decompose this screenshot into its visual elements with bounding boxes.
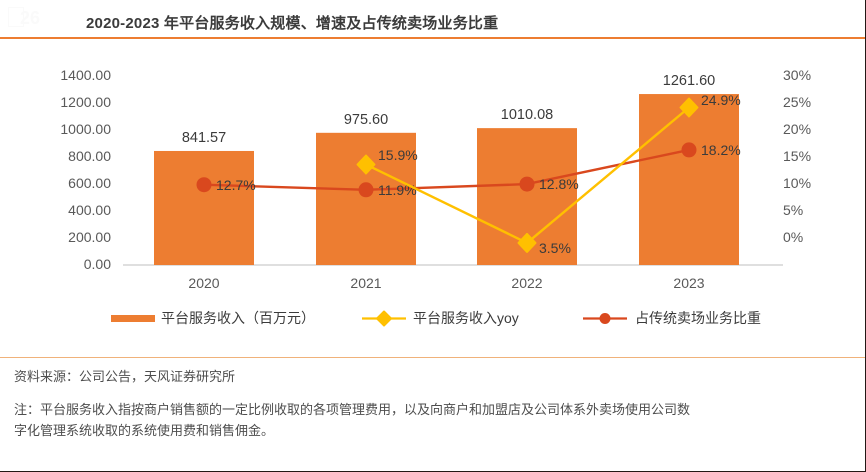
svg-text:11.9%: 11.9% <box>378 182 417 198</box>
svg-text:25%: 25% <box>783 94 811 110</box>
svg-text:841.57: 841.57 <box>182 130 226 146</box>
svg-text:平台服务收入（百万元）: 平台服务收入（百万元） <box>161 310 315 326</box>
svg-text:3.5%: 3.5% <box>539 240 571 256</box>
svg-text:5%: 5% <box>783 202 803 218</box>
svg-text:15.9%: 15.9% <box>378 147 418 163</box>
svg-text:975.60: 975.60 <box>344 112 388 128</box>
svg-text:2023: 2023 <box>673 275 704 291</box>
svg-text:1010.08: 1010.08 <box>501 107 553 123</box>
svg-text:200.00: 200.00 <box>68 229 111 245</box>
svg-text:12.7%: 12.7% <box>216 177 256 193</box>
svg-text:0.00: 0.00 <box>84 256 111 272</box>
svg-text:18.2%: 18.2% <box>701 142 741 158</box>
svg-text:15%: 15% <box>783 148 811 164</box>
svg-text:20%: 20% <box>783 121 811 137</box>
svg-text:1000.00: 1000.00 <box>60 121 111 137</box>
svg-text:400.00: 400.00 <box>68 202 111 218</box>
svg-text:1200.00: 1200.00 <box>60 94 111 110</box>
svg-text:1400.00: 1400.00 <box>60 67 111 83</box>
svg-text:占传统卖场业务比重: 占传统卖场业务比重 <box>635 310 761 326</box>
svg-text:24.9%: 24.9% <box>701 92 741 108</box>
svg-text:600.00: 600.00 <box>68 175 111 191</box>
svg-text:0%: 0% <box>783 229 803 245</box>
svg-text:800.00: 800.00 <box>68 148 111 164</box>
svg-text:平台服务收入yoy: 平台服务收入yoy <box>413 310 519 326</box>
svg-text:10%: 10% <box>783 175 811 191</box>
svg-text:2022: 2022 <box>511 275 542 291</box>
svg-text:12.8%: 12.8% <box>539 176 579 192</box>
svg-text:30%: 30% <box>783 67 811 83</box>
svg-text:2021: 2021 <box>350 275 381 291</box>
svg-text:2020: 2020 <box>188 275 219 291</box>
svg-text:1261.60: 1261.60 <box>663 73 715 89</box>
